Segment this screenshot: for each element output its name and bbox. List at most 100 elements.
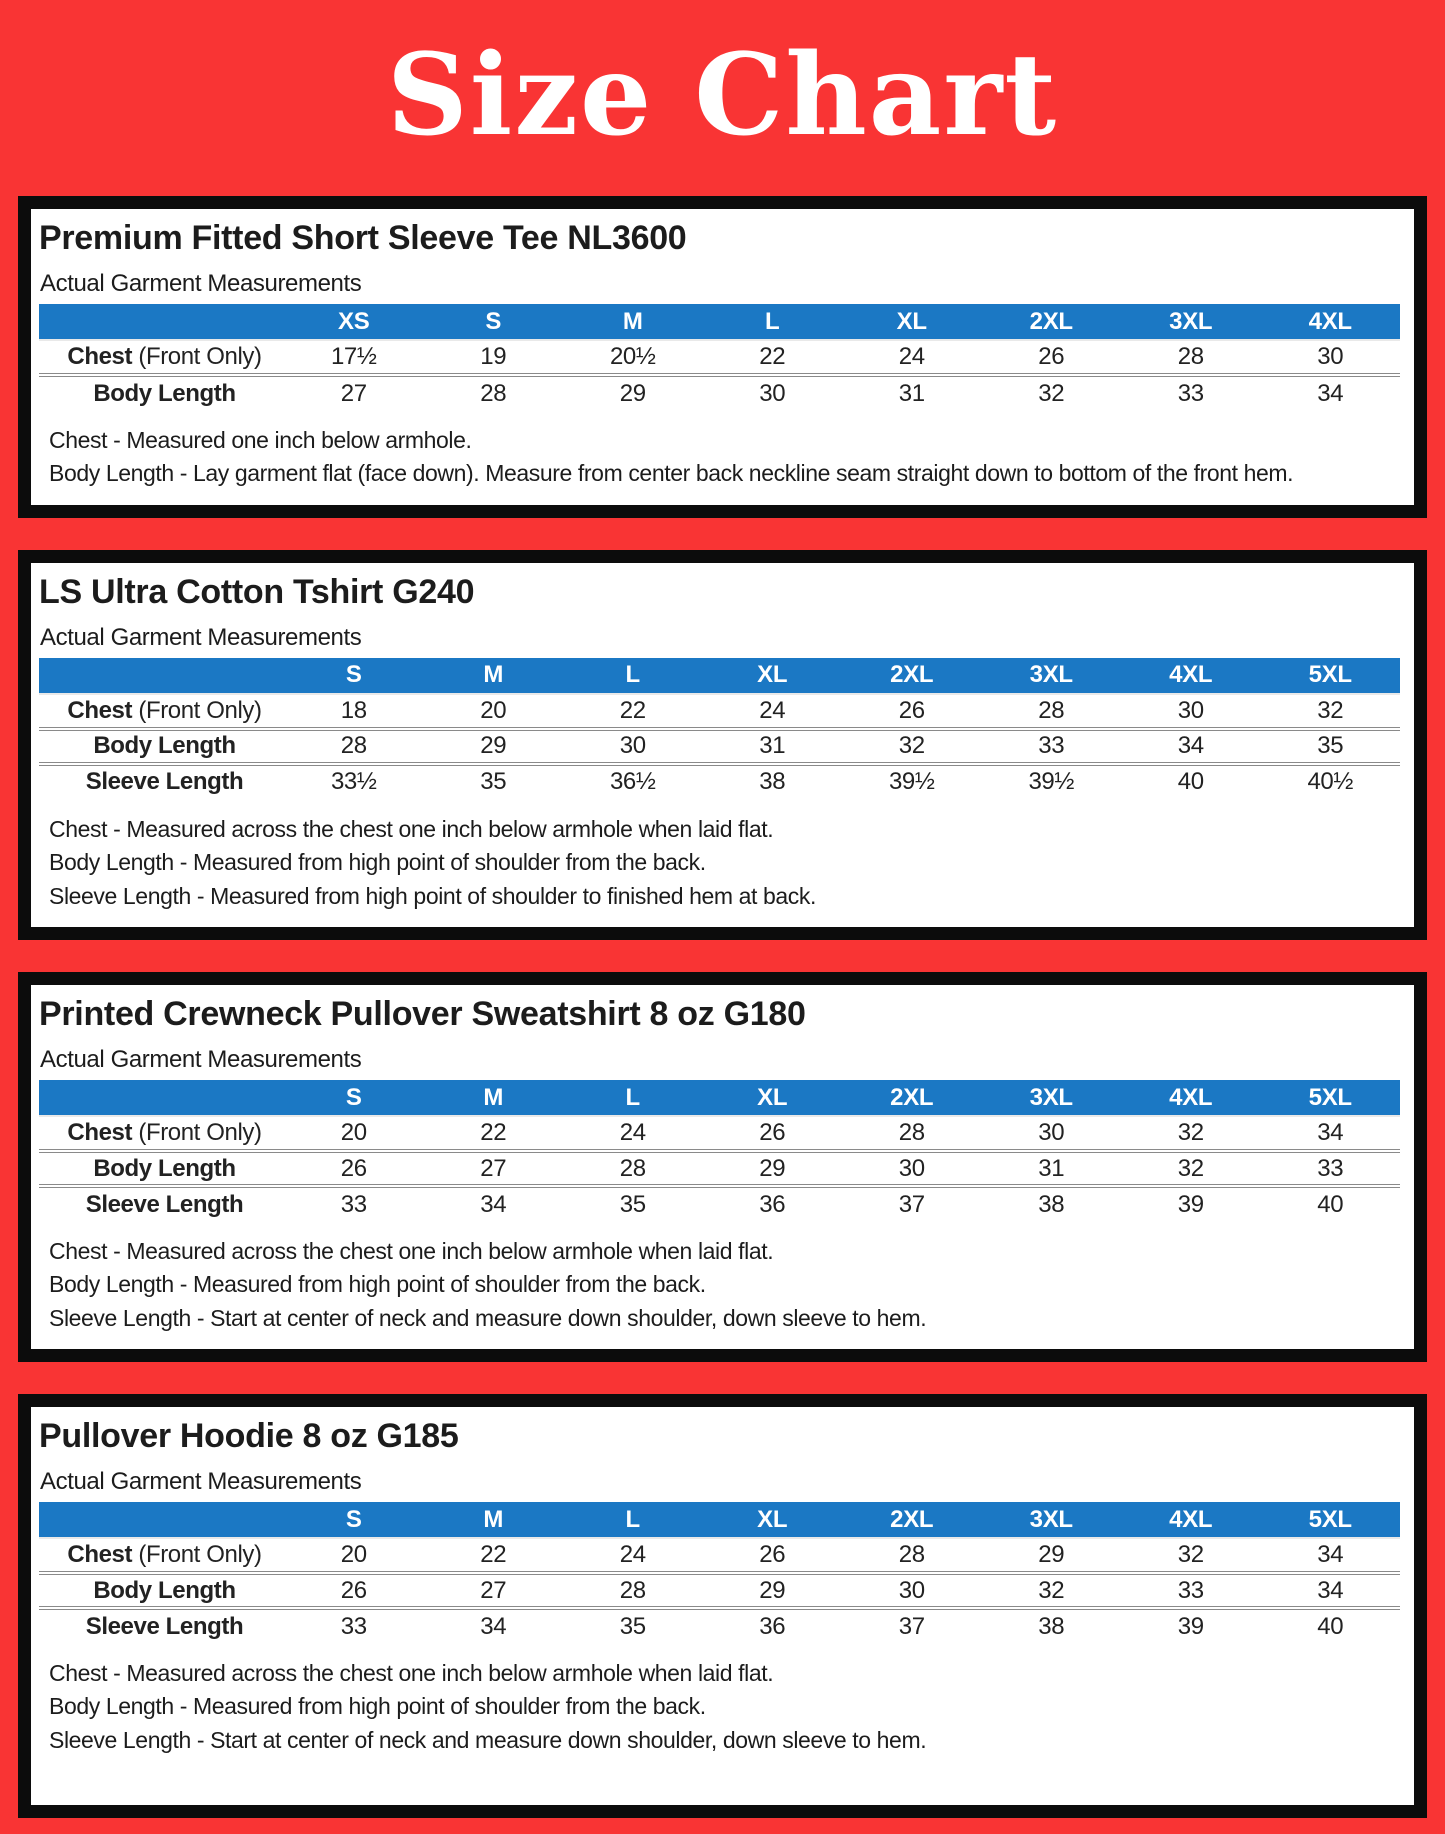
measurement-row-label: Chest (Front Only) bbox=[39, 692, 284, 729]
size-table-body: Chest (Front Only) 20 22 24 26 28 29 32 34 Body L… bbox=[39, 1537, 1400, 1644]
size-value-cell: 24 bbox=[562, 1115, 703, 1151]
size-value-cell: 32 bbox=[841, 726, 982, 764]
size-value-cell: 26 bbox=[283, 1149, 424, 1186]
size-value-cell: 28 bbox=[841, 1115, 982, 1151]
garment-title: Premium Fitted Short Sleeve Tee NL3600 bbox=[39, 219, 687, 257]
measurement-note: Chest - Measured one inch below armhole. bbox=[49, 427, 472, 454]
size-column-header: XL bbox=[702, 657, 842, 694]
size-value-cell: 32 bbox=[1120, 1537, 1261, 1574]
size-value-cell: 38 bbox=[981, 1184, 1121, 1221]
size-column-header: L bbox=[562, 1502, 703, 1539]
measurement-row-label: Sleeve Length bbox=[39, 1606, 284, 1644]
size-column-header: 4XL bbox=[1120, 657, 1261, 694]
measurement-row: Chest (Front Only) 20 22 24 26 28 30 32 34 bbox=[39, 1115, 1400, 1151]
size-column-header: XL bbox=[841, 304, 982, 341]
size-value-cell: 30 bbox=[981, 1115, 1121, 1151]
corner-cell bbox=[39, 1502, 284, 1539]
size-value-cell: 33½ bbox=[283, 761, 424, 799]
size-value-cell: 30 bbox=[841, 1571, 982, 1609]
size-column-header: 2XL bbox=[841, 657, 982, 694]
measurement-row-label: Sleeve Length bbox=[39, 761, 284, 799]
size-value-cell: 32 bbox=[981, 373, 1121, 411]
size-value-cell: 22 bbox=[702, 339, 842, 376]
size-column-header: M bbox=[562, 304, 703, 341]
size-value-cell: 20 bbox=[283, 1115, 424, 1151]
size-value-cell: 33 bbox=[1260, 1149, 1400, 1186]
size-value-cell: 28 bbox=[562, 1149, 703, 1186]
garment-panel: Premium Fitted Short Sleeve Tee NL3600 A… bbox=[18, 196, 1427, 518]
size-column-header: XL bbox=[702, 1502, 842, 1539]
size-value-cell: 33 bbox=[1120, 1571, 1261, 1609]
size-column-header: 2XL bbox=[841, 1502, 982, 1539]
size-value-cell: 33 bbox=[283, 1184, 424, 1221]
size-value-cell: 35 bbox=[562, 1606, 703, 1644]
measurement-note: Sleeve Length - Measured from high point… bbox=[49, 882, 817, 909]
size-value-cell: 28 bbox=[283, 726, 424, 764]
size-column-header: S bbox=[283, 1502, 424, 1539]
measurement-note: Body Length - Lay garment flat (face dow… bbox=[49, 460, 1294, 487]
measurement-note: Body Length - Measured from high point o… bbox=[49, 849, 706, 876]
measurement-row-label: Chest (Front Only) bbox=[39, 1537, 284, 1574]
size-column-header: 2XL bbox=[841, 1080, 982, 1116]
corner-cell bbox=[39, 304, 284, 341]
size-value-cell: 34 bbox=[1120, 726, 1261, 764]
size-value-cell: 34 bbox=[423, 1606, 563, 1644]
garment-panel: LS Ultra Cotton Tshirt G240 Actual Garme… bbox=[18, 549, 1427, 940]
size-table-body: Chest (Front Only) 17½ 19 20½ 22 24 26 28 30 Body… bbox=[39, 339, 1400, 411]
size-value-cell: 26 bbox=[981, 339, 1121, 376]
size-column-header: 5XL bbox=[1260, 1502, 1400, 1539]
measurement-row: Body Length 28 29 30 31 32 33 34 35 bbox=[39, 726, 1400, 764]
size-value-cell: 26 bbox=[702, 1537, 842, 1574]
measurement-row-label: Body Length bbox=[39, 1571, 284, 1609]
garment-panel: Printed Crewneck Pullover Sweatshirt 8 o… bbox=[18, 971, 1427, 1363]
size-value-cell: 39 bbox=[1120, 1606, 1261, 1644]
size-value-cell: 24 bbox=[702, 692, 842, 729]
size-column-header: L bbox=[562, 1080, 703, 1116]
size-table-body: Chest (Front Only) 20 22 24 26 28 30 32 34 Body L… bbox=[39, 1115, 1400, 1221]
measurement-row-label: Sleeve Length bbox=[39, 1184, 284, 1221]
size-column-header: XL bbox=[702, 1080, 842, 1116]
size-value-cell: 37 bbox=[841, 1606, 982, 1644]
measurement-row: Body Length 27 28 29 30 31 32 33 34 bbox=[39, 373, 1400, 411]
measurement-row-label: Body Length bbox=[39, 373, 284, 411]
measurements-subtitle: Actual Garment Measurements bbox=[40, 1046, 362, 1073]
size-value-cell: 40 bbox=[1260, 1184, 1400, 1221]
size-value-cell: 27 bbox=[423, 1571, 563, 1609]
garment-panel: Pullover Hoodie 8 oz G185 Actual Garment… bbox=[18, 1394, 1427, 1819]
size-column-header: 5XL bbox=[1260, 657, 1400, 694]
size-value-cell: 31 bbox=[841, 373, 982, 411]
size-column-header: S bbox=[423, 304, 563, 341]
size-value-cell: 35 bbox=[562, 1184, 703, 1221]
size-table-header: S M L XL 2XL 3XL 4XL 5XL bbox=[39, 1080, 1400, 1116]
size-value-cell: 34 bbox=[1260, 1537, 1400, 1574]
size-value-cell: 33 bbox=[283, 1606, 424, 1644]
size-value-cell: 22 bbox=[423, 1115, 563, 1151]
size-value-cell: 40 bbox=[1260, 1606, 1400, 1644]
size-table: S M L XL 2XL 3XL 4XL 5XL Chest (Front Only) 20 22… bbox=[39, 1080, 1400, 1221]
size-value-cell: 33 bbox=[1120, 373, 1261, 411]
size-value-cell: 19 bbox=[423, 339, 563, 376]
size-table-body: Chest (Front Only) 18 20 22 24 26 28 30 32 Body L… bbox=[39, 692, 1400, 799]
measurement-note: Sleeve Length - Start at center of neck … bbox=[49, 1304, 927, 1331]
garment-title: LS Ultra Cotton Tshirt G240 bbox=[39, 572, 475, 611]
size-table: XS S M L XL 2XL 3XL 4XL Chest (Front Only) 17½ 19… bbox=[39, 304, 1400, 411]
size-value-cell: 36½ bbox=[562, 761, 703, 799]
measurement-notes: Chest - Measured across the chest one in… bbox=[49, 1235, 1400, 1335]
size-header-row: S M L XL 2XL 3XL 4XL 5XL bbox=[39, 657, 1400, 694]
size-value-cell: 29 bbox=[423, 726, 563, 764]
size-table-header: S M L XL 2XL 3XL 4XL 5XL bbox=[39, 657, 1400, 694]
size-table: S M L XL 2XL 3XL 4XL 5XL Chest (Front Only) 18 20… bbox=[39, 657, 1400, 799]
size-value-cell: 22 bbox=[562, 692, 703, 729]
size-value-cell: 30 bbox=[702, 373, 842, 411]
size-value-cell: 28 bbox=[1120, 339, 1261, 376]
measurement-row: Sleeve Length 33½ 35 36½ 38 39½ 39½ 40 40½ bbox=[39, 761, 1400, 799]
size-value-cell: 22 bbox=[423, 1537, 563, 1574]
size-value-cell: 34 bbox=[423, 1184, 563, 1221]
size-value-cell: 39 bbox=[1120, 1184, 1261, 1221]
size-value-cell: 30 bbox=[1120, 692, 1261, 729]
size-column-header: M bbox=[423, 1080, 563, 1116]
size-table-header: S M L XL 2XL 3XL 4XL 5XL bbox=[39, 1502, 1400, 1539]
size-column-header: 3XL bbox=[981, 657, 1121, 694]
measurement-row: Body Length 26 27 28 29 30 31 32 33 bbox=[39, 1149, 1400, 1186]
